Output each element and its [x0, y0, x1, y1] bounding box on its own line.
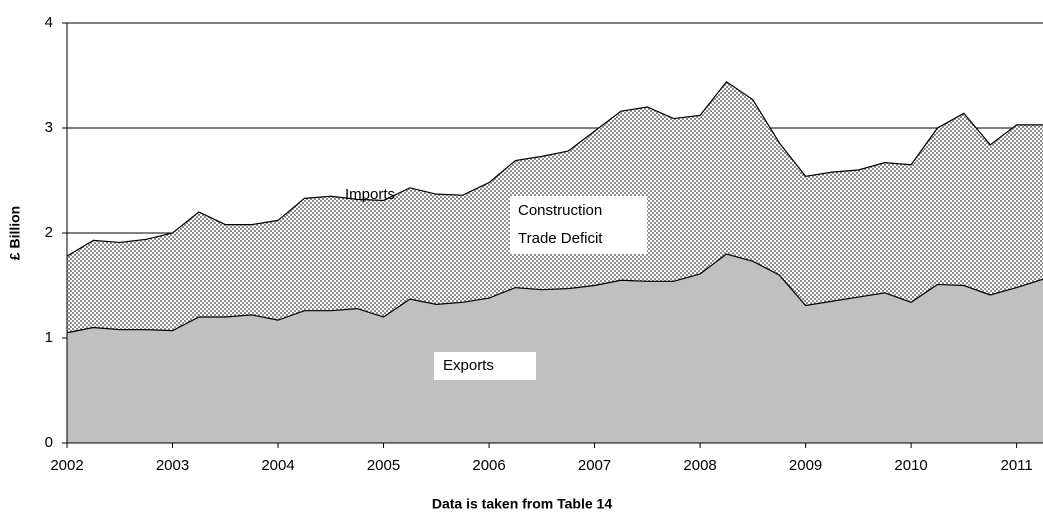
- x-axis-label: Data is taken from Table 14: [432, 496, 612, 512]
- x-tick-label: 2011: [1000, 457, 1032, 474]
- y-tick-label: 0: [45, 434, 53, 451]
- annotation: Construction: [518, 202, 602, 219]
- annotation-box: [434, 352, 536, 380]
- annotation-box: [510, 196, 647, 254]
- y-tick-label: 1: [45, 329, 53, 346]
- series-line: [66, 80, 1043, 257]
- x-tick-label: 2006: [472, 457, 505, 474]
- x-tick-label: 2003: [156, 457, 189, 474]
- y-tick-label: 4: [45, 14, 53, 31]
- exports-area: [67, 254, 1043, 443]
- annotation: Trade Deficit: [518, 230, 603, 247]
- series-line: [66, 253, 1043, 334]
- annotation: Exports: [443, 357, 494, 374]
- x-tick-label: 2005: [367, 457, 400, 474]
- x-tick-label: 2007: [578, 457, 611, 474]
- x-tick-label: 2009: [789, 457, 822, 474]
- y-axis-label: £ Billion: [7, 206, 23, 260]
- x-tick-label: 2002: [50, 457, 83, 474]
- y-tick-label: 2: [45, 224, 53, 241]
- x-tick-label: 2004: [261, 457, 294, 474]
- y-tick-label: 3: [45, 119, 53, 136]
- x-tick-label: 2010: [894, 457, 927, 474]
- x-tick-label: 2008: [683, 457, 716, 474]
- annotation: Imports: [345, 186, 395, 203]
